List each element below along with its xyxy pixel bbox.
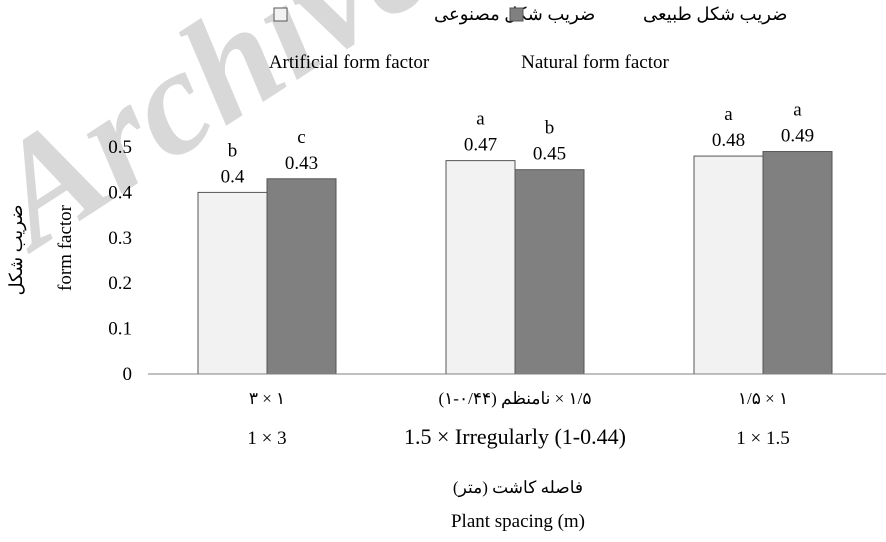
x-category-label-fa: ۱/۵ × نامنظم (۰/۴۴-۱) xyxy=(438,389,591,409)
bar-labels: 0.4 b 0.43 c 0.47 a 0.45 b 0.48 a 0.49 a xyxy=(221,100,815,188)
legend-swatch-natural xyxy=(509,7,524,22)
bar-value-label: 0.4 xyxy=(221,166,245,187)
bar-significance-letter: a xyxy=(476,109,485,130)
x-axis-title-en: Plant spacing (m) xyxy=(451,511,585,532)
bar-artificial xyxy=(445,160,516,375)
y-tick-label: 0.1 xyxy=(108,319,132,340)
x-axis-title-fa: فاصله کاشت (متر) xyxy=(453,478,583,498)
legend-label-artificial-en: Artificial form factor xyxy=(269,52,430,73)
bars xyxy=(197,151,833,375)
y-tick-label: 0.3 xyxy=(108,228,132,249)
legend: ضریب شکل مصنوعی ضریب شکل طبیعی Artificia… xyxy=(269,4,788,73)
legend-swatch-artificial xyxy=(273,7,288,22)
x-category-label: 1.5 × Irregularly (1-0.44) xyxy=(404,424,626,449)
bar-natural xyxy=(266,178,337,375)
legend-label-natural-fa: ضریب شکل طبیعی xyxy=(643,4,787,25)
x-category-label-fa: ۱ × ۳ xyxy=(249,389,285,408)
y-tick-label: 0 xyxy=(123,364,133,385)
y-axis-title-fa: ضریب شکل xyxy=(6,204,27,295)
y-axis-title-en: form factor xyxy=(55,204,76,291)
y-axis-ticks: 0 0.1 0.2 0.3 0.4 0.5 xyxy=(108,137,132,385)
y-tick-label: 0.5 xyxy=(108,137,132,158)
bar-value-label: 0.47 xyxy=(464,135,497,156)
bar-artificial xyxy=(197,191,268,375)
bar-value-label: 0.45 xyxy=(533,144,566,165)
bar-value-label: 0.43 xyxy=(285,153,318,174)
bar-significance-letter: b xyxy=(228,140,238,161)
bar-significance-letter: a xyxy=(724,104,733,125)
legend-label-natural-en: Natural form factor xyxy=(521,52,669,73)
bar-significance-letter: b xyxy=(545,118,555,139)
bar-natural xyxy=(762,151,833,375)
bar-significance-letter: c xyxy=(297,127,305,148)
x-axis-categories: ۱ × ۳ 1 × 3 ۱/۵ × نامنظم (۰/۴۴-۱) 1.5 × Irr… xyxy=(247,389,789,449)
x-category-label: 1 × 1.5 xyxy=(736,428,789,449)
y-tick-label: 0.2 xyxy=(108,273,132,294)
x-category-label: 1 × 3 xyxy=(247,428,286,449)
bar-value-label: 0.49 xyxy=(781,126,814,147)
bar-significance-letter: a xyxy=(793,100,802,121)
bar-artificial xyxy=(693,155,764,375)
bar-natural xyxy=(514,169,585,375)
y-tick-label: 0.4 xyxy=(108,182,132,203)
x-category-label-fa: ۱ × ۱/۵ xyxy=(738,389,788,408)
bar-value-label: 0.48 xyxy=(712,130,745,151)
